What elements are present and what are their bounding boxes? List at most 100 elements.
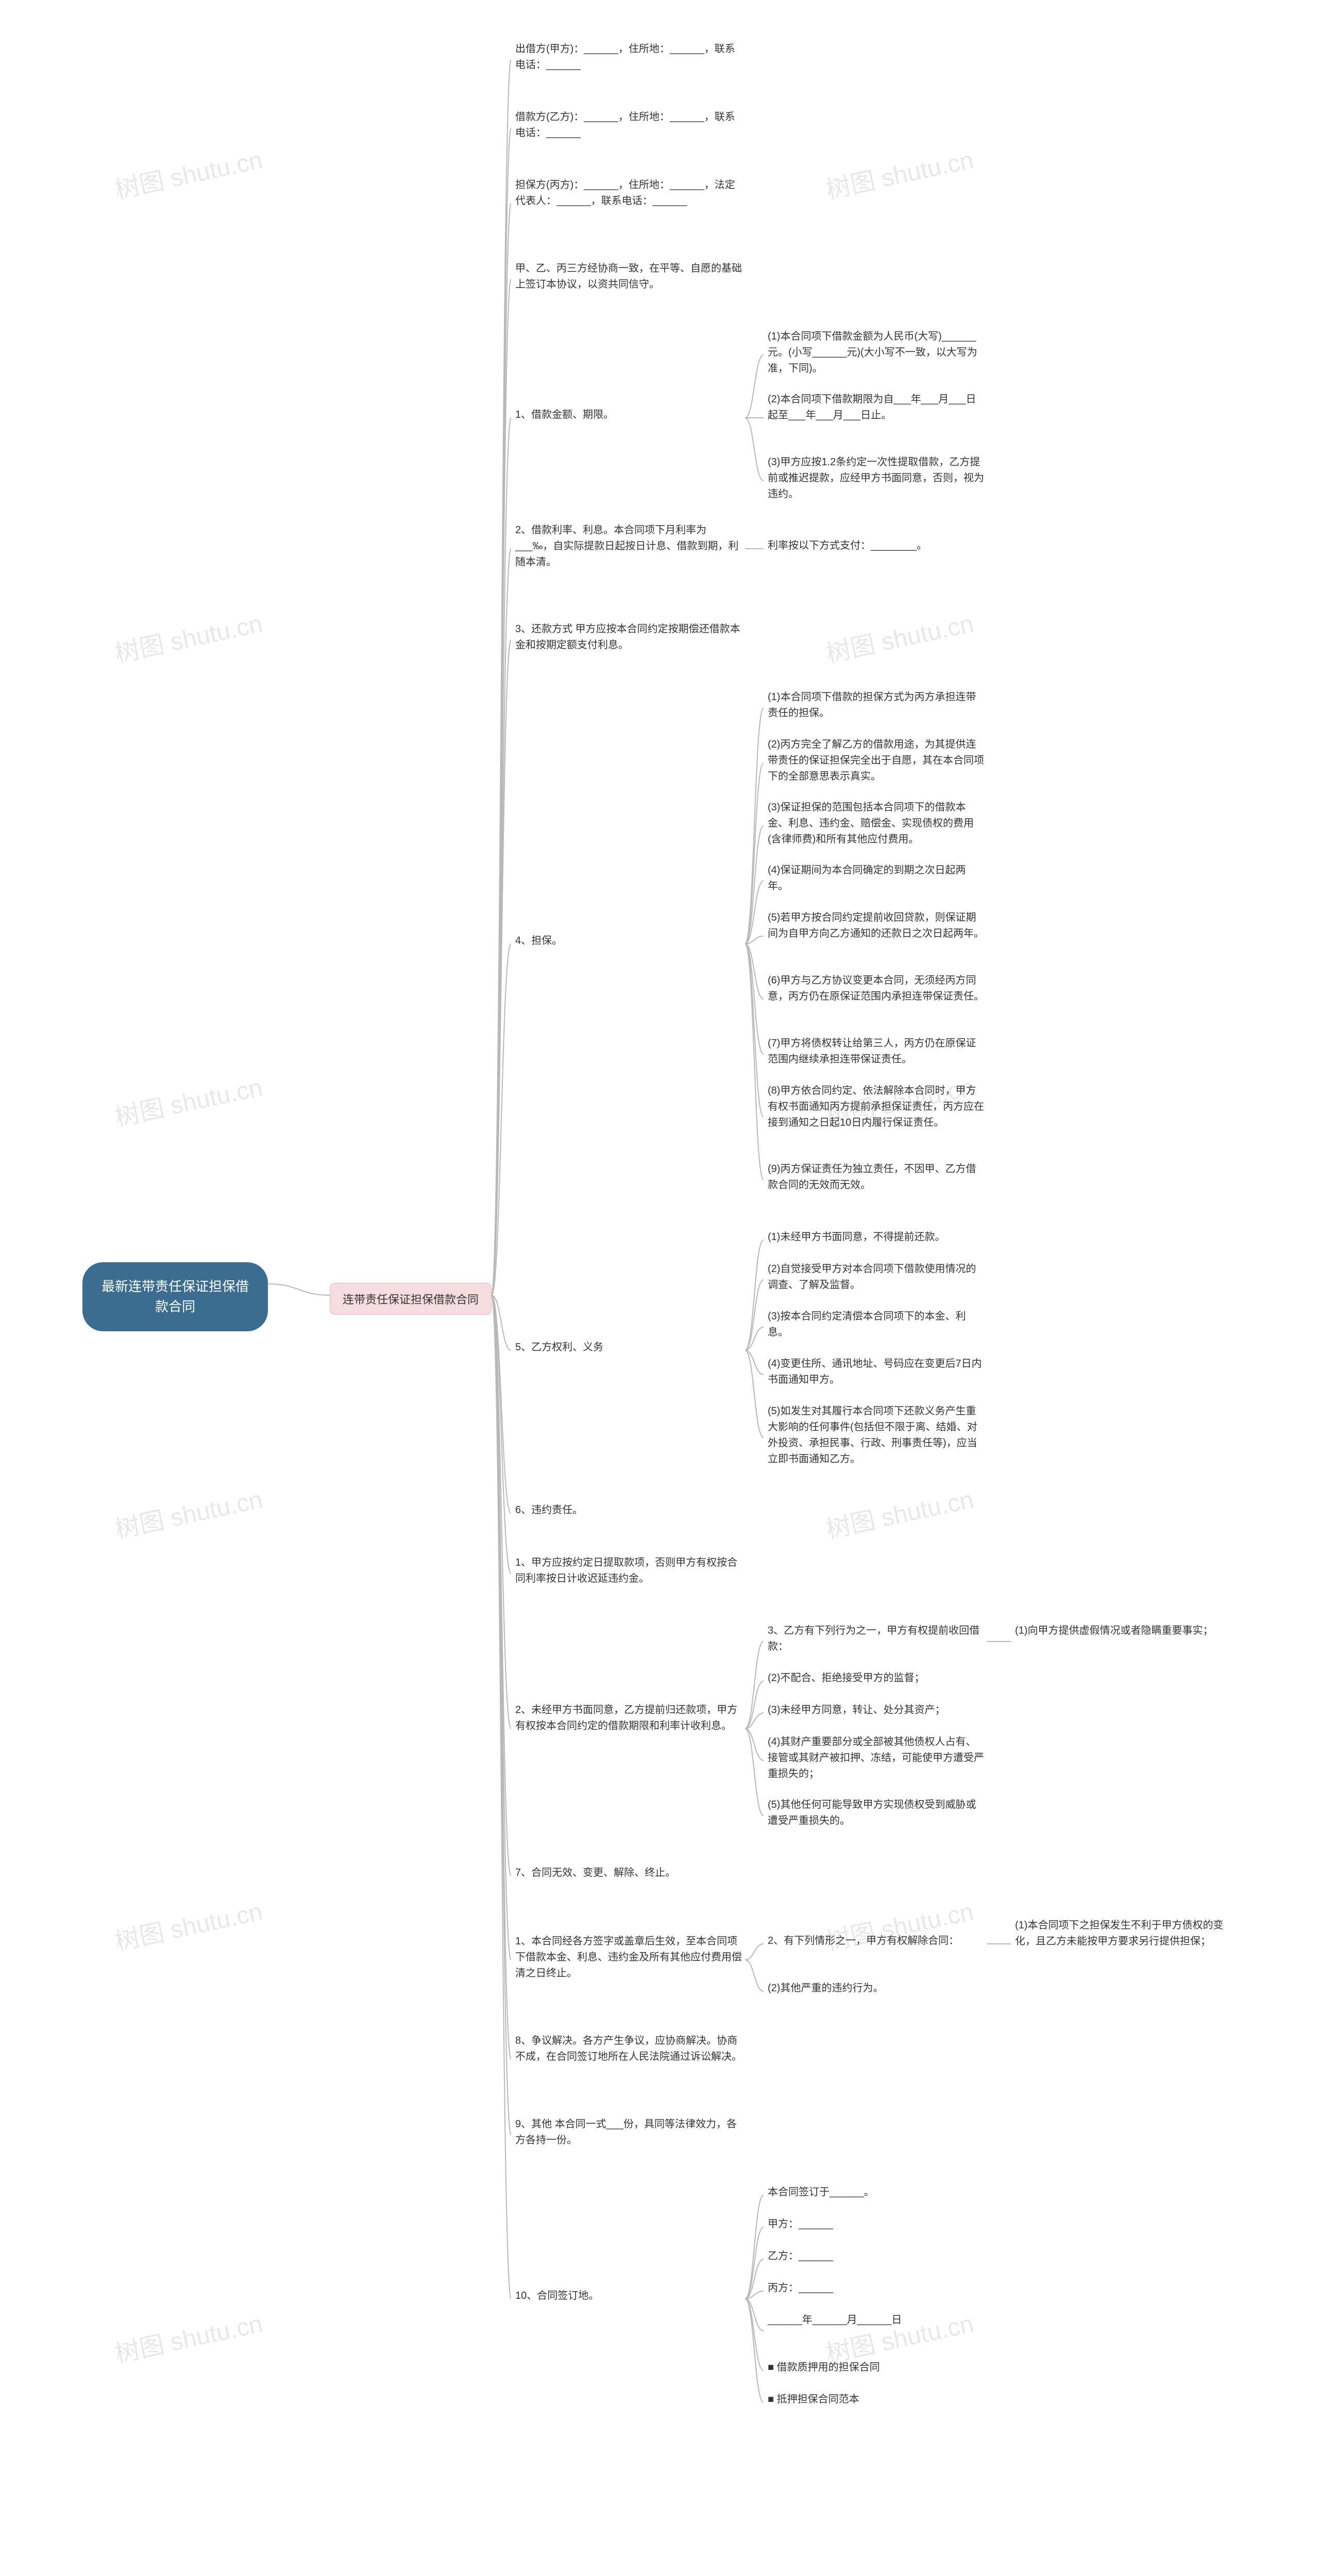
connector-path [745,1327,764,1350]
tree-node-label: 3、乙方有下列行为之一，甲方有权提前收回借款： [768,1623,984,1655]
tree-node-level3: (2)其他严重的违约行为。 [768,1980,984,1996]
watermark: 树图 shutu.cn [822,1479,976,1546]
tree-node-label: ■ 抵押担保合同范本 [768,2392,984,2408]
connector-path [492,1295,511,2135]
tree-node-level3: 2、有下列情形之一，甲方有权解除合同： [768,1933,984,1949]
tree-node-label: 丙方：______ [768,2280,984,2296]
tree-node-level4: (1)本合同项下之担保发生不利于甲方债权的变化，且乙方未能按甲方要求另行提供担保… [1015,1918,1231,1950]
connector-path [745,2299,764,2402]
watermark: 树图 shutu.cn [111,1067,265,1133]
tree-node-level2: 5、乙方权利、义务 [515,1340,742,1355]
level1-node: 连带责任保证担保借款合同 [330,1283,492,1315]
tree-node-label: 1、借款金额、期限。 [515,407,742,423]
tree-node-label: (2)丙方完全了解乙方的借款用途，为其提供连带责任的保证担保完全出于自愿，其在本… [768,737,984,785]
tree-node-label: 1、甲方应按约定日提取款项，否则甲方有权按合同利率按日计收迟延违约金。 [515,1555,742,1587]
tree-node-level2: 借款方(乙方)：______，住所地：______，联系电话：______ [515,109,742,141]
tree-node-level3: (5)如发生对其履行本合同项下还款义务产生重大影响的任何事件(包括但不限于离、结… [768,1403,984,1467]
tree-node-level3: (3)未经甲方同意，转让、处分其资产； [768,1702,984,1718]
connector-path [492,1295,511,1573]
tree-node-label: (2)不配合、拒绝接受甲方的监督； [768,1670,984,1686]
tree-node-level3: 利率按以下方式支付：________。 [768,538,984,554]
tree-node-level3: (4)变更住所、通讯地址、号码应在变更后7日内书面通知甲方。 [768,1356,984,1388]
connector-path [745,2299,764,2370]
connector-path [492,640,511,1295]
tree-node-label: (1)向甲方提供虚假情况或者隐瞒重要事实； [1015,1623,1231,1639]
tree-node-label: 1、本合同经各方签字或盖章后生效，至本合同项下借款本金、利息、违约金及所有其他应… [515,1934,742,1981]
tree-node-label: 5、乙方权利、义务 [515,1340,742,1355]
tree-node-level3: (2)自觉接受甲方对本合同项下借款使用情况的调查、了解及监督。 [768,1261,984,1293]
connector-path [745,2259,764,2299]
connector-path [745,1944,764,1960]
connector-path [492,128,511,1295]
connector-path [745,826,764,944]
tree-node-label: (6)甲方与乙方协议变更本合同，无须经丙方同意，丙方仍在原保证范围内承担连带保证… [768,973,984,1005]
connector-path [492,1295,511,2059]
tree-node-label: 甲、乙、丙三方经协商一致，在平等、自愿的基础上签订本协议，以资共同信守。 [515,261,742,293]
connector-path [745,2299,764,2331]
tree-node-level4: (1)向甲方提供虚假情况或者隐瞒重要事实； [1015,1623,1231,1639]
connector-path [492,279,511,1295]
connector-path [745,944,764,1054]
tree-node-label: (5)如发生对其履行本合同项下还款义务产生重大影响的任何事件(包括但不限于离、结… [768,1403,984,1467]
connector-path [745,1713,764,1728]
tree-node-level2: 2、借款利率、利息。本合同项下月利率为___‰，自实际提款日起按日计息、借款到期… [515,522,742,570]
tree-node-level3: (2)本合同项下借款期限为自___年___月___日起至___年___月___日… [768,392,984,423]
tree-node-label: (1)本合同项下借款金额为人民币(大写)______元。(小写______元)(… [768,329,984,377]
tree-node-label: (2)本合同项下借款期限为自___年___月___日起至___年___月___日… [768,392,984,423]
tree-node-level3: 甲方：______ [768,2216,984,2232]
connector-path [745,1240,764,1350]
tree-node-level3: (6)甲方与乙方协议变更本合同，无须经丙方同意，丙方仍在原保证范围内承担连带保证… [768,973,984,1005]
tree-node-label: (7)甲方将债权转让给第三人，丙方仍在原保证范围内继续承担连带保证责任。 [768,1036,984,1067]
tree-node-label: ■ 借款质押用的担保合同 [768,2360,984,2376]
connector-path [745,1681,764,1728]
tree-node-level3: 3、乙方有下列行为之一，甲方有权提前收回借款： [768,1623,984,1655]
connector-path [745,1960,764,1991]
tree-node-level2: 8、争议解决。各方产生争议，应协商解决。协商不成，在合同签订地所在人民法院通过诉… [515,2033,742,2065]
connector-path [492,204,511,1295]
connector-path [492,1295,511,1350]
connector-path [745,1350,764,1375]
connector-path [745,881,764,944]
connector-path [492,1295,511,1960]
tree-node-label: 10、合同签订地。 [515,2288,742,2304]
tree-node-label: (2)自觉接受甲方对本合同项下借款使用情况的调查、了解及监督。 [768,1261,984,1293]
tree-node-label: (5)若甲方按合同约定提前收回贷款，则保证期间为自甲方向乙方通知的还款日之次日起… [768,910,984,942]
connector-path [745,1641,764,1728]
tree-node-label: 3、还款方式 甲方应按本合同约定按期偿还借款本金和按期定额支付利息。 [515,621,742,653]
connector-path [745,708,764,944]
tree-node-label: (4)保证期间为本合同确定的到期之次日起两年。 [768,862,984,894]
tree-node-level3: (8)甲方依合同约定、依法解除本合同时，甲方有权书面通知丙方提前承担保证责任，丙… [768,1083,984,1131]
watermark: 树图 shutu.cn [111,140,265,206]
root-node: 最新连带责任保证担保借款合同 [82,1262,268,1331]
connector-path [492,60,511,1295]
connector-path [745,1728,764,1760]
watermark: 树图 shutu.cn [111,1891,265,1958]
tree-node-level2: 甲、乙、丙三方经协商一致，在平等、自愿的基础上签订本协议，以资共同信守。 [515,261,742,293]
watermark: 树图 shutu.cn [822,140,976,206]
connector-path [492,1295,511,1876]
tree-node-level3: (2)丙方完全了解乙方的借款用途，为其提供连带责任的保证担保完全出于自愿，其在本… [768,737,984,785]
tree-node-level3: (4)保证期间为本合同确定的到期之次日起两年。 [768,862,984,894]
tree-node-level3: 乙方：______ [768,2248,984,2264]
tree-node-label: (3)甲方应按1.2条约定一次性提取借款，乙方提前或推迟提款，应经甲方书面同意，… [768,454,984,502]
tree-node-label: 甲方：______ [768,2216,984,2232]
connector-path [745,944,764,1180]
watermark: 树图 shutu.cn [111,2303,265,2370]
tree-node-level3: (5)其他任何可能导致甲方实现债权受到威胁或遭受严重损失的。 [768,1797,984,1829]
tree-node-level3: (9)丙方保证责任为独立责任，不因甲、乙方借款合同的无效而无效。 [768,1161,984,1193]
tree-node-level2: 担保方(丙方)：______，住所地：______，法定代表人：______，联… [515,177,742,209]
connector-path [492,1295,511,2299]
tree-node-level2: 6、违约责任。 [515,1502,742,1518]
connector-path [745,944,764,1117]
tree-node-label: (1)本合同项下借款的担保方式为丙方承担连带责任的担保。 [768,689,984,721]
tree-node-level3: (3)按本合同约定清偿本合同项下的本金、利息。 [768,1309,984,1341]
tree-node-label: (5)其他任何可能导致甲方实现债权受到威胁或遭受严重损失的。 [768,1797,984,1829]
tree-node-level2: 2、未经甲方书面同意，乙方提前归还款项，甲方有权按本合同约定的借款期限和利率计收… [515,1702,742,1734]
connector-path [745,2195,764,2299]
connector-path [745,2227,764,2299]
tree-node-level2: 1、本合同经各方签字或盖章后生效，至本合同项下借款本金、利息、违约金及所有其他应… [515,1934,742,1981]
tree-node-level3: (2)不配合、拒绝接受甲方的监督； [768,1670,984,1686]
tree-node-level3: ■ 抵押担保合同范本 [768,2392,984,2408]
connector-path [492,549,511,1295]
tree-node-label: 2、未经甲方书面同意，乙方提前归还款项，甲方有权按本合同约定的借款期限和利率计收… [515,1702,742,1734]
